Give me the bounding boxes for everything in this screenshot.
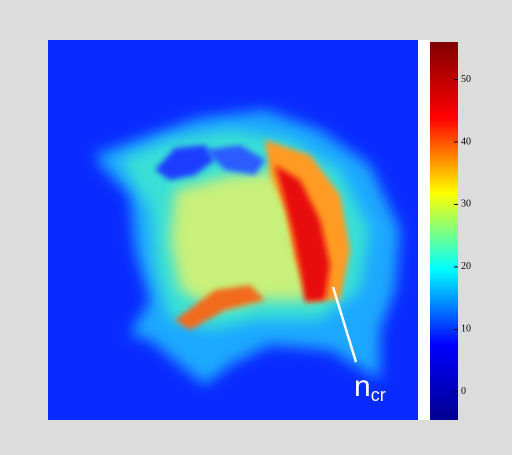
colorbar [430,42,458,420]
annotation-text: n [354,370,371,403]
red-region [275,165,330,302]
blue-hole [155,145,215,180]
annotation: ncr [354,370,386,405]
annotation-arrow [331,286,358,363]
colorbar-tick-label: 10 [461,324,471,335]
colorbar-tick-label: 0 [461,386,466,397]
annotation-subscript: cr [371,385,386,405]
colorbar-tick-label: 40 [461,136,471,147]
colorbar-tick-label: 20 [461,261,471,272]
heatmap-image [48,40,418,420]
colorbar-tick-label: 30 [461,199,471,210]
orange-streak [175,285,265,330]
blue-hole [205,145,265,175]
colorbar-gap [418,40,430,420]
colorbar-tick-label: 50 [461,74,471,85]
